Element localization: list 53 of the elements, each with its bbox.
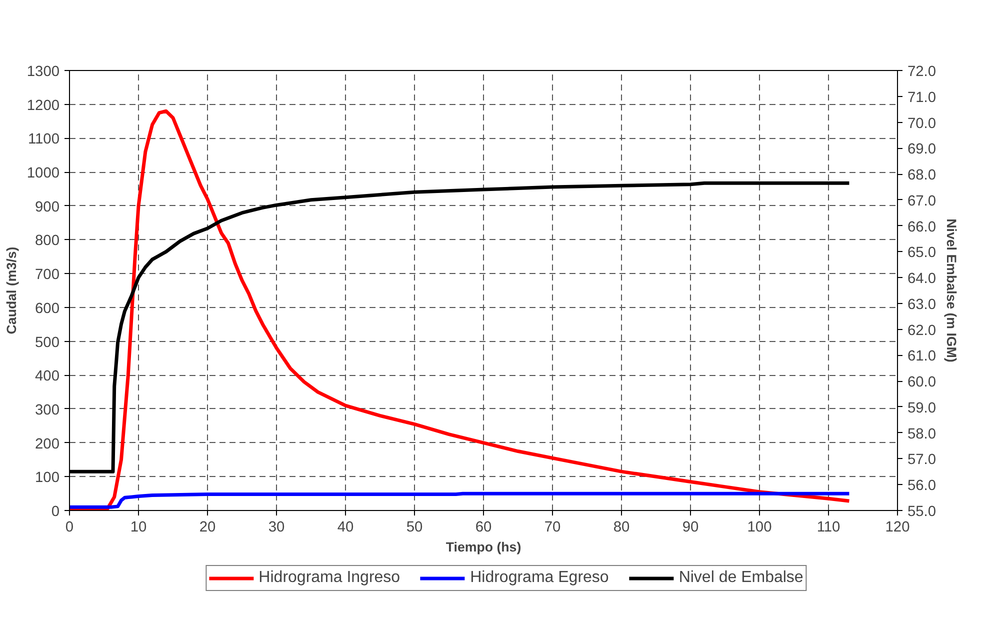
y2-tick-label: 66.0 bbox=[908, 219, 936, 236]
y-tick-label: 600 bbox=[35, 300, 60, 317]
y-axis-title: Caudal (m3/s) bbox=[4, 246, 19, 334]
x-tick-label: 120 bbox=[885, 520, 910, 536]
x-tick-label: 80 bbox=[613, 520, 630, 536]
x-tick-label: 90 bbox=[682, 520, 699, 536]
y-tick-label: 900 bbox=[35, 199, 60, 216]
x-tick-label: 10 bbox=[130, 520, 147, 536]
y-tick-label: 700 bbox=[35, 267, 60, 284]
legend-label: Hidrograma Egreso bbox=[470, 569, 609, 587]
y2-tick-label: 61.0 bbox=[908, 348, 936, 365]
y2-tick-label: 58.0 bbox=[908, 426, 936, 442]
y-tick-label: 0 bbox=[51, 504, 60, 520]
y2-tick-label: 62.0 bbox=[908, 322, 936, 339]
y2-tick-label: 71.0 bbox=[908, 90, 936, 106]
x-tick-label: 110 bbox=[816, 520, 840, 536]
x-tick-label: 70 bbox=[544, 520, 561, 536]
x-tick-label: 40 bbox=[337, 520, 354, 536]
y2-tick-label: 72.0 bbox=[908, 64, 936, 80]
x-tick-label: 100 bbox=[747, 520, 772, 536]
y-tick-label: 500 bbox=[35, 334, 60, 351]
y2-tick-label: 55.0 bbox=[908, 504, 936, 520]
y2-axis-title: Nivel Embalse (m IGM) bbox=[944, 218, 960, 362]
y2-tick-label: 64.0 bbox=[908, 271, 936, 288]
y2-tick-label: 65.0 bbox=[908, 245, 936, 262]
y2-tick-label: 69.0 bbox=[908, 142, 936, 158]
y-tick-label: 1100 bbox=[28, 132, 60, 148]
y-tick-label: 1300 bbox=[26, 64, 60, 80]
x-tick-label: 60 bbox=[475, 520, 492, 536]
line-series bbox=[70, 109, 851, 510]
y-tick-label: 1200 bbox=[26, 98, 60, 114]
y-tick-label: 400 bbox=[35, 368, 60, 385]
y2-tick-label: 67.0 bbox=[908, 193, 936, 210]
y2-tick-label: 56.0 bbox=[908, 478, 936, 494]
y2-tick-label: 68.0 bbox=[908, 168, 936, 184]
y2-tick-label: 57.0 bbox=[908, 452, 936, 468]
x-tick-label: 20 bbox=[199, 520, 216, 536]
x-tick-label: 50 bbox=[406, 520, 423, 536]
y-tick-label: 300 bbox=[35, 402, 60, 418]
y-tick-label: 1000 bbox=[26, 166, 60, 182]
legend-label: Nivel de Embalse bbox=[678, 569, 804, 587]
x-axis-title: Tiempo (hs) bbox=[446, 540, 522, 554]
x-tick-label: 0 bbox=[65, 520, 74, 536]
y-tick-label: 100 bbox=[35, 470, 60, 486]
line-series bbox=[70, 492, 851, 509]
y2-tick-label: 70.0 bbox=[908, 116, 936, 132]
x-tick-label: 30 bbox=[268, 520, 285, 536]
y2-tick-label: 63.0 bbox=[908, 296, 936, 313]
y-tick-label: 200 bbox=[35, 436, 60, 452]
y2-tick-label: 60.0 bbox=[908, 374, 936, 391]
y-tick-label: 800 bbox=[35, 233, 60, 250]
y2-tick-label: 59.0 bbox=[908, 400, 936, 416]
legend-label: Hidrograma Ingreso bbox=[258, 569, 400, 587]
